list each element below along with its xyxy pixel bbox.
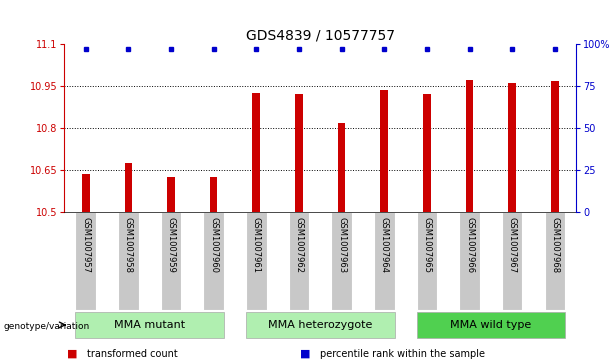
Bar xyxy=(295,94,303,212)
Bar xyxy=(289,212,309,310)
Bar xyxy=(338,123,346,212)
Text: GSM1007968: GSM1007968 xyxy=(550,217,560,273)
Bar xyxy=(502,212,522,310)
Text: genotype/variation: genotype/variation xyxy=(3,322,89,331)
Bar xyxy=(545,212,565,310)
Bar xyxy=(75,212,96,310)
Bar xyxy=(551,81,558,212)
Bar xyxy=(82,174,89,212)
Text: ■: ■ xyxy=(67,349,78,359)
Bar xyxy=(459,212,480,310)
Text: GSM1007964: GSM1007964 xyxy=(380,217,389,273)
Bar xyxy=(381,90,388,212)
Bar xyxy=(124,163,132,212)
Text: GSM1007961: GSM1007961 xyxy=(252,217,261,273)
Bar xyxy=(253,93,260,212)
Bar xyxy=(167,177,175,212)
Text: MMA heterozygote: MMA heterozygote xyxy=(268,320,373,330)
Text: percentile rank within the sample: percentile rank within the sample xyxy=(320,349,485,359)
Bar xyxy=(466,79,473,212)
Bar xyxy=(118,212,139,310)
Text: GSM1007966: GSM1007966 xyxy=(465,217,474,273)
Text: GSM1007965: GSM1007965 xyxy=(422,217,432,273)
Text: GSM1007963: GSM1007963 xyxy=(337,217,346,273)
Text: GSM1007967: GSM1007967 xyxy=(508,217,517,273)
Bar xyxy=(210,177,218,212)
Bar xyxy=(246,212,267,310)
Text: GSM1007959: GSM1007959 xyxy=(167,217,175,273)
Bar xyxy=(374,212,395,310)
Text: GSM1007958: GSM1007958 xyxy=(124,217,133,273)
Title: GDS4839 / 10577757: GDS4839 / 10577757 xyxy=(246,28,395,42)
Bar xyxy=(161,212,181,310)
Bar xyxy=(423,94,431,212)
Bar xyxy=(75,312,224,338)
Text: GSM1007957: GSM1007957 xyxy=(81,217,90,273)
Bar xyxy=(417,212,437,310)
Text: MMA wild type: MMA wild type xyxy=(451,320,531,330)
Bar xyxy=(246,312,395,338)
Bar xyxy=(508,83,516,212)
Text: GSM1007962: GSM1007962 xyxy=(294,217,303,273)
Bar xyxy=(332,212,352,310)
Bar xyxy=(417,312,565,338)
Bar xyxy=(204,212,224,310)
Text: ■: ■ xyxy=(300,349,311,359)
Text: transformed count: transformed count xyxy=(87,349,178,359)
Text: GSM1007960: GSM1007960 xyxy=(209,217,218,273)
Text: MMA mutant: MMA mutant xyxy=(114,320,185,330)
